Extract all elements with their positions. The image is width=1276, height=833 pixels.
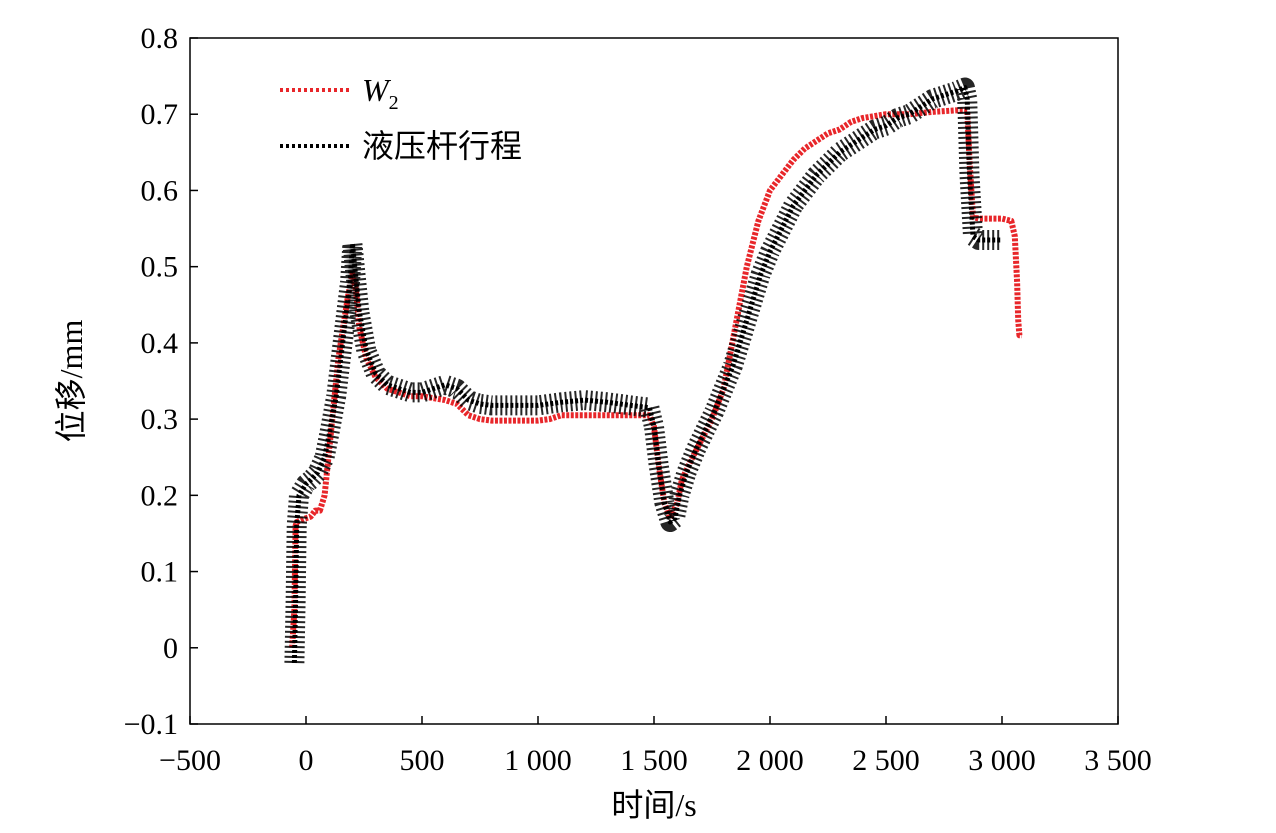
x-tick-label: 0 — [299, 744, 314, 777]
x-tick-label: 500 — [400, 744, 445, 777]
x-tick-label: 3 500 — [1084, 744, 1152, 777]
x-tick-label: 2 500 — [852, 744, 920, 777]
y-tick-label: 0.3 — [141, 403, 179, 436]
hydraulic-stroke-series-line — [291, 85, 1002, 664]
x-tick-label: 3 000 — [968, 744, 1036, 777]
y-tick-label: 0.1 — [141, 556, 179, 589]
y-tick-label: −0.1 — [124, 708, 178, 741]
y-tick-label: 0.4 — [141, 327, 179, 360]
x-tick-label: 2 000 — [736, 744, 804, 777]
legend: W2 液压杆行程 — [280, 72, 522, 164]
ticks-layer: −500 0 500 1 000 1 500 2 000 2 500 3 000 3 500 −0… — [124, 22, 1152, 777]
y-tick-label: 0.7 — [141, 98, 179, 131]
y-tick-label: 0.5 — [141, 251, 179, 284]
y-axis-title: 位移/mm — [53, 320, 89, 443]
x-tick-label: −500 — [159, 744, 221, 777]
legend-label-w2: W2 — [362, 72, 399, 114]
y-tick-label: 0.8 — [141, 22, 179, 55]
y-tick-label: 0.6 — [141, 174, 179, 207]
hydraulic-stroke-noise-band — [284, 77, 1002, 664]
legend-label-hydraulic-stroke: 液压杆行程 — [362, 128, 522, 164]
y-tick-label: 0.2 — [141, 479, 179, 512]
x-tick-label: 1 500 — [620, 744, 688, 777]
x-tick-label: 1 000 — [504, 744, 572, 777]
y-tick-label: 0 — [163, 632, 178, 665]
series-layer — [284, 77, 1023, 664]
x-axis-title: 时间/s — [611, 787, 696, 823]
